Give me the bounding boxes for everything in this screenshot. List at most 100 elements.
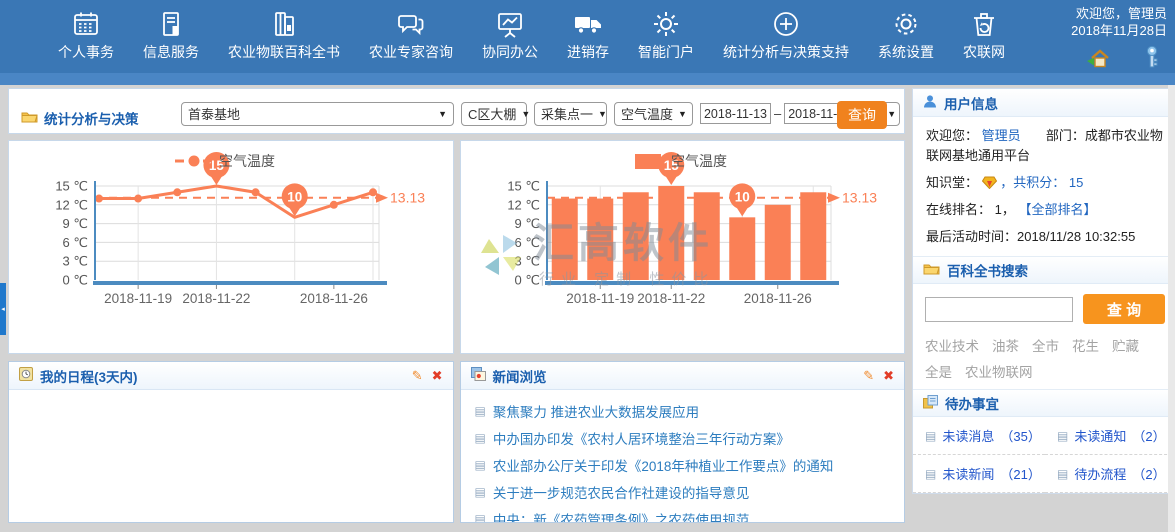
section-title: 百科全书搜索 — [947, 264, 1028, 279]
svg-text:6 ℃: 6 ℃ — [514, 235, 539, 250]
nav-item-encyclopedia[interactable]: 农业物联百科全书 — [228, 7, 340, 62]
edit-pencil-icon[interactable]: ✎ — [411, 367, 423, 383]
main-column: 统计分析与决策 首泰基地▼ C区大棚▼ 采集点一▼ 空气温度▼ – — [8, 88, 905, 523]
greenhouse-select[interactable]: C区大棚 ▼ — [461, 101, 530, 126]
todo-count: （2） — [1132, 467, 1166, 482]
key-icon[interactable] — [1146, 45, 1159, 73]
nav-label: 信息服务 — [143, 44, 199, 60]
nav-item-info-service[interactable]: 信息服务 — [143, 7, 199, 62]
svg-text:6 ℃: 6 ℃ — [63, 235, 88, 250]
schedule-icon — [19, 367, 33, 384]
metric-select[interactable]: 空气温度 ▼ — [614, 101, 693, 126]
news-link[interactable]: 关于进一步规范农民合作社建设的指导意见 — [492, 485, 750, 501]
knowledge-label: 知识堂： — [926, 175, 979, 190]
panel-title: 新闻浏览 — [492, 369, 547, 385]
info-service-icon — [156, 7, 186, 41]
todo-grid: ▤ 未读消息 （35） ▤ 未读通知 （2） ▤ 未读新闻 （21） ▤ 待办流… — [913, 417, 1175, 493]
last-active-value: 2018/11/28 10:32:55 — [1017, 229, 1136, 244]
page-body: 统计分析与决策 首泰基地▼ C区大棚▼ 采集点一▼ 空气温度▼ – — [0, 85, 1175, 523]
news-link[interactable]: 中办国办印发《农村人居环境整治三年行动方案》 — [492, 431, 790, 447]
schedule-empty-body — [9, 390, 453, 522]
close-icon[interactable]: ✖ — [883, 367, 894, 383]
search-tag[interactable]: 农业物联网 — [965, 365, 1033, 380]
search-tag[interactable]: 全市 — [1032, 339, 1059, 354]
nav-item-inventory[interactable]: 进销存 — [567, 7, 609, 62]
encyclopedia-search-button[interactable]: 查 询 — [1083, 294, 1165, 324]
nav-label: 个人事务 — [58, 44, 114, 60]
news-item: ▤ 关于进一步规范农民合作社建设的指导意见 — [475, 478, 895, 505]
nav-item-statistics[interactable]: 统计分析与决策支持 — [723, 7, 849, 62]
date-from-input[interactable] — [700, 103, 771, 124]
pending-workflow-link[interactable]: 待办流程 — [1074, 467, 1127, 482]
full-ranking-link[interactable]: 【全部排名】 — [1018, 202, 1097, 217]
unread-notices-link[interactable]: 未读通知 — [1074, 429, 1127, 444]
section-title: 待办事宜 — [945, 397, 999, 412]
todo-item: ▤ 未读消息 （35） — [913, 417, 1045, 455]
dept-label: 部门： — [1045, 128, 1085, 143]
news-link[interactable]: 中央：新《农药管理条例》之农药使用规范 — [492, 512, 750, 523]
edit-pencil-icon[interactable]: ✎ — [863, 367, 875, 383]
scrollbar[interactable] — [1168, 85, 1175, 532]
svg-text:15 ℃: 15 ℃ — [55, 179, 88, 194]
dept-value: 成都市农业物联网基地通用平台 — [926, 128, 1163, 163]
search-tag[interactable]: 全是 — [925, 365, 952, 380]
news-link[interactable]: 聚焦聚力 推进农业大数据发展应用 — [492, 404, 700, 420]
points-link[interactable]: ，共积分： 15 — [1000, 175, 1084, 190]
news-item: ▤ 聚焦聚力 推进农业大数据发展应用 — [475, 397, 895, 424]
plus-circle-icon — [771, 7, 801, 41]
news-link[interactable]: 农业部办公厅关于印发《2018年种植业工作要点》的通知 — [492, 458, 834, 474]
chart-board-icon — [495, 7, 525, 41]
gem-icon — [981, 175, 997, 190]
my-schedule-panel: 我的日程(3天内) ✎ ✖ — [8, 361, 454, 523]
last-active-label: 最后活动时间： — [926, 229, 1018, 244]
sidebar-collapse-handle[interactable]: ◂ — [0, 283, 6, 335]
encyclopedia-search-input[interactable] — [925, 296, 1073, 322]
chat-bubbles-icon — [396, 7, 426, 41]
unread-news-link[interactable]: 未读新闻 — [942, 467, 995, 482]
svg-text:9 ℃: 9 ℃ — [63, 216, 88, 231]
username-link[interactable]: 管理员 — [981, 128, 1021, 143]
news-item: ▤ 中央：新《农药管理条例》之农药使用规范 — [475, 505, 895, 523]
svg-text:15: 15 — [209, 158, 225, 173]
sun-icon — [651, 7, 681, 41]
todo-item: ▤ 未读新闻 （21） — [913, 455, 1045, 493]
search-tag[interactable]: 油茶 — [992, 339, 1019, 354]
news-panel: 新闻浏览 ✎ ✖ ▤ 聚焦聚力 推进农业大数据发展应用 ▤ 中办国办印发《农村人居环… — [459, 361, 905, 523]
line-chart: 13.13 15 10 0 ℃ 3 ℃ 6 ℃ 9 ℃ 12 ℃ 15 ℃ 2018-11-19 2… — [55, 152, 425, 306]
nav-item-system-settings[interactable]: 系统设置 — [878, 7, 934, 62]
nav-item-smart-portal[interactable]: 智能门户 — [638, 7, 694, 62]
svg-text:2018-11-19: 2018-11-19 — [104, 291, 172, 306]
nav-item-personal-affairs[interactable]: 个人事务 — [58, 7, 114, 62]
nav-item-nonglianwang[interactable]: 农联网 — [963, 7, 1005, 62]
folder-icon — [923, 262, 940, 278]
svg-text:2018-11-22: 2018-11-22 — [637, 291, 705, 306]
svg-text:9 ℃: 9 ℃ — [514, 216, 539, 231]
search-tag[interactable]: 农业技术 — [925, 339, 979, 354]
current-date: 2018年11月28日 — [1071, 23, 1167, 38]
svg-text:空气温度: 空气温度 — [219, 153, 275, 169]
svg-text:12 ℃: 12 ℃ — [55, 197, 88, 212]
home-icon[interactable] — [1086, 48, 1110, 72]
gear-icon — [891, 7, 921, 41]
close-icon[interactable]: ✖ — [431, 367, 443, 383]
recycle-bin-icon — [969, 7, 999, 41]
nav-item-collaboration[interactable]: 协同办公 — [482, 7, 538, 62]
svg-text:0 ℃: 0 ℃ — [514, 273, 539, 288]
unread-messages-link[interactable]: 未读消息 — [942, 429, 995, 444]
list-bullet-icon: ▤ — [1057, 466, 1069, 481]
nav-item-expert-consult[interactable]: 农业专家咨询 — [369, 7, 453, 62]
nav-label: 统计分析与决策支持 — [723, 44, 849, 60]
folder-icon — [21, 110, 38, 126]
base-select[interactable]: 首泰基地 ▼ — [181, 101, 454, 126]
list-bullet-icon: ▤ — [474, 457, 486, 472]
query-button[interactable]: 查询 — [837, 101, 887, 129]
search-tag[interactable]: 贮藏 — [1112, 339, 1139, 354]
list-bullet-icon: ▤ — [925, 466, 937, 481]
svg-text:3 ℃: 3 ℃ — [63, 254, 88, 269]
search-tag[interactable]: 花生 — [1072, 339, 1099, 354]
news-item: ▤ 中办国办印发《农村人居环境整治三年行动方案》 — [475, 424, 895, 451]
nav-label: 智能门户 — [638, 44, 694, 60]
todo-item: ▤ 待办流程 （2） — [1045, 455, 1175, 493]
collector-select[interactable]: 采集点一 ▼ — [534, 101, 607, 126]
